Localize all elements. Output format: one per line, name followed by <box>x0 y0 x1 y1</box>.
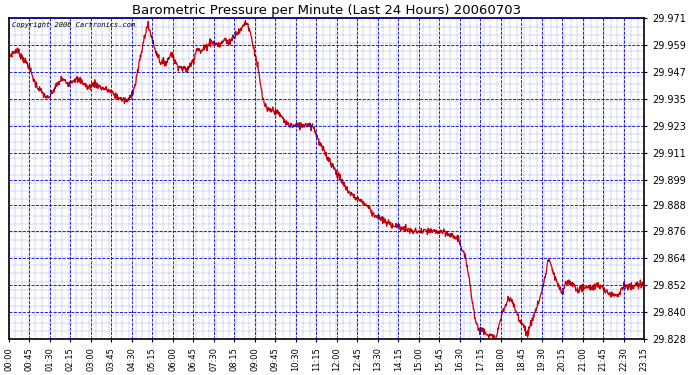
Text: Copyright 2006 Cartronics.com: Copyright 2006 Cartronics.com <box>12 21 135 28</box>
Title: Barometric Pressure per Minute (Last 24 Hours) 20060703: Barometric Pressure per Minute (Last 24 … <box>132 4 521 17</box>
